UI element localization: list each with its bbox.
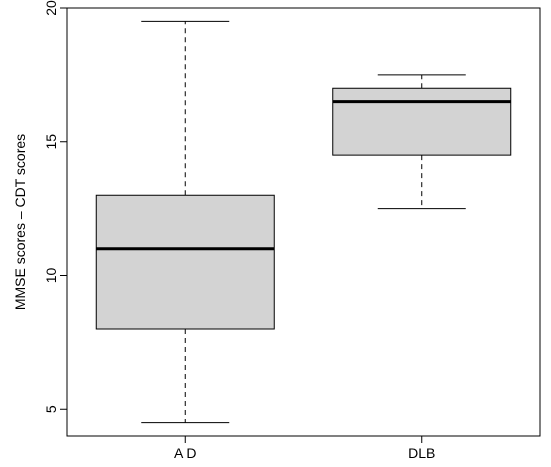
y-tick-label: 20 xyxy=(43,0,59,16)
boxes-group xyxy=(95,20,512,424)
y-tick-label: 5 xyxy=(43,405,59,413)
box-1 xyxy=(332,74,512,210)
y-axis: 5 10 15 20 xyxy=(43,0,67,413)
y-tick-label: 15 xyxy=(43,134,59,150)
y-axis-title: MMSE scores – CDT scores xyxy=(12,134,28,310)
plot-frame xyxy=(66,7,541,437)
y-tick-label: 10 xyxy=(43,268,59,284)
iqr-box xyxy=(332,87,512,156)
x-category-label: A D xyxy=(174,445,197,461)
x-axis: A D DLB xyxy=(174,436,435,461)
iqr-box xyxy=(95,194,275,330)
box-0 xyxy=(95,20,275,424)
x-category-label: DLB xyxy=(408,445,435,461)
